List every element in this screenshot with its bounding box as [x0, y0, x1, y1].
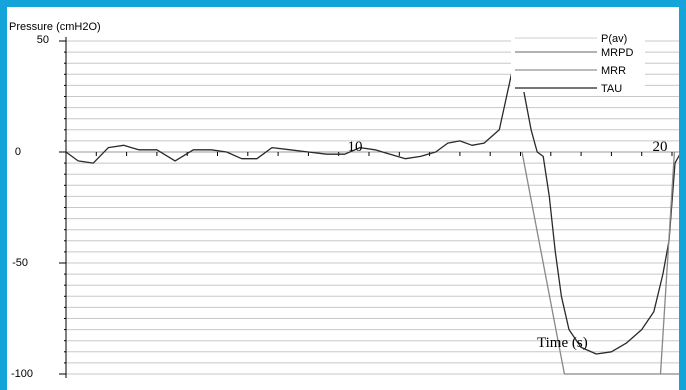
grid [66, 40, 679, 375]
y-ticks [59, 40, 66, 375]
legend-label-mrpd: MRPD [601, 47, 633, 59]
x-tick-label-10: 10 [348, 139, 363, 155]
series-line-tau [659, 151, 676, 375]
legend: P(av) MRPD MRR TAU [511, 30, 645, 95]
x-ticks [65, 152, 673, 156]
x-axis-label: Time (s) [537, 335, 588, 351]
series-line-p-av [65, 73, 679, 355]
series-line-mrr [521, 151, 679, 375]
y-axis-label: Pressure (cmH2O) [9, 21, 101, 33]
legend-background [511, 30, 645, 92]
y-tick-label-0: 0 [15, 146, 21, 158]
x-tick-label-20: 20 [653, 139, 668, 155]
y-tick-label-minus-50: -50 [12, 257, 28, 269]
y-tick-label-minus-100: -100 [11, 368, 33, 380]
legend-label-pav: P(av) [601, 33, 627, 45]
legend-label-tau: TAU [601, 83, 622, 95]
pressure-chart: Pressure (cmH2O) 50 0 -50 -100 10 20 Tim… [9, 21, 679, 380]
y-tick-label-50: 50 [37, 34, 49, 46]
legend-label-mrr: MRR [601, 65, 626, 77]
series-lines [65, 73, 679, 375]
